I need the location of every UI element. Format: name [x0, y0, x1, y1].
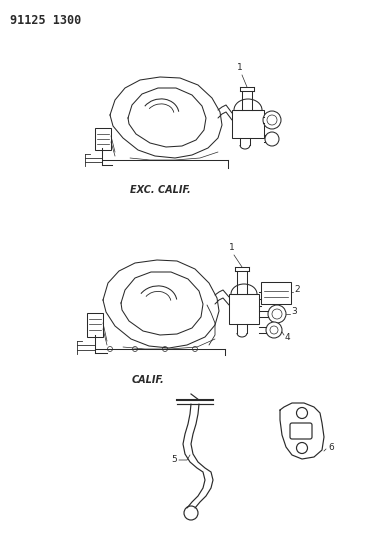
Text: CALIF.: CALIF.	[132, 375, 164, 385]
Circle shape	[265, 132, 279, 146]
Circle shape	[184, 506, 198, 520]
Circle shape	[267, 115, 277, 125]
Text: 3: 3	[291, 308, 297, 317]
Circle shape	[193, 346, 197, 351]
Text: 2: 2	[294, 286, 300, 295]
FancyBboxPatch shape	[232, 110, 264, 138]
Text: 1: 1	[237, 63, 243, 72]
Text: 4: 4	[285, 333, 291, 342]
Circle shape	[296, 442, 307, 454]
Text: 5: 5	[171, 456, 177, 464]
Circle shape	[266, 322, 282, 338]
FancyBboxPatch shape	[229, 294, 259, 324]
FancyBboxPatch shape	[87, 313, 103, 337]
FancyBboxPatch shape	[261, 282, 291, 304]
Circle shape	[133, 346, 138, 351]
Text: EXC. CALIF.: EXC. CALIF.	[129, 185, 190, 195]
Text: 91125 1300: 91125 1300	[10, 14, 81, 27]
Circle shape	[272, 309, 282, 319]
Circle shape	[108, 346, 112, 351]
Circle shape	[263, 111, 281, 129]
Circle shape	[296, 408, 307, 418]
Circle shape	[268, 305, 286, 323]
FancyBboxPatch shape	[95, 128, 111, 150]
Text: 1: 1	[229, 243, 235, 252]
FancyBboxPatch shape	[290, 423, 312, 439]
Text: 6: 6	[328, 442, 334, 451]
Circle shape	[270, 326, 278, 334]
Circle shape	[163, 346, 167, 351]
